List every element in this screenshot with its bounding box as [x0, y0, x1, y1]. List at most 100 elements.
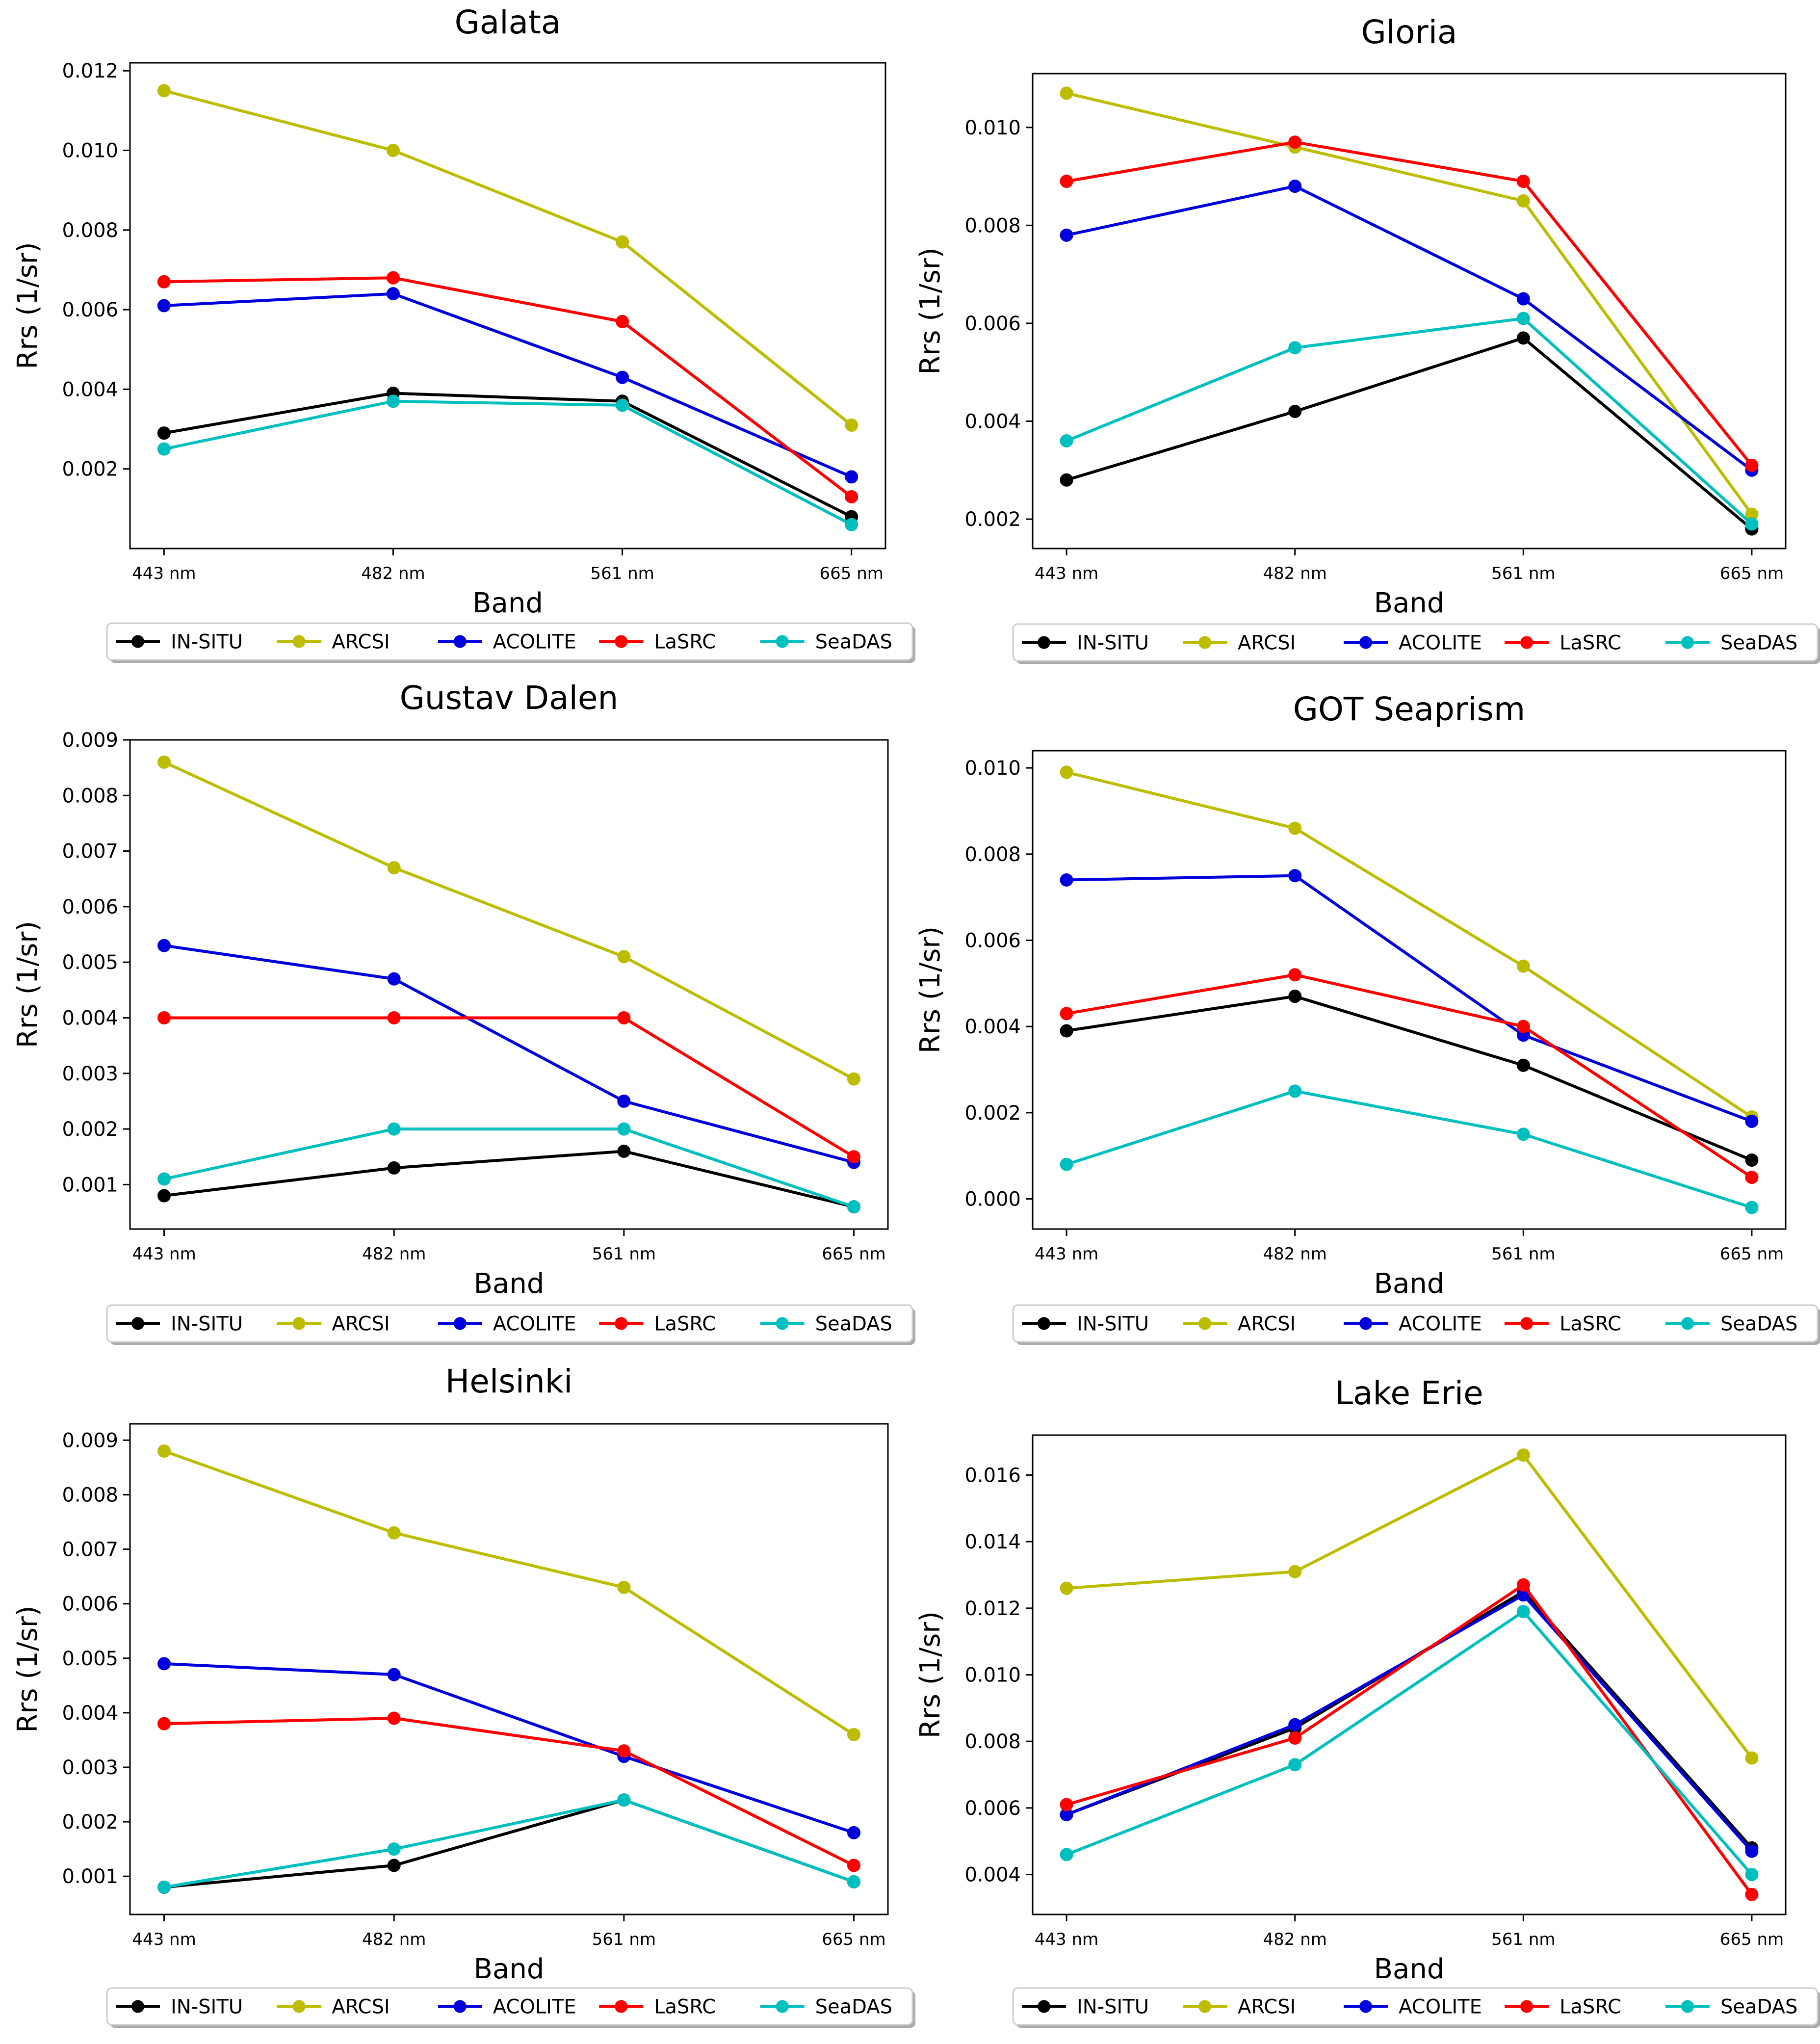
data-point [387, 1859, 401, 1872]
data-point [847, 1859, 860, 1872]
legend-item: ACOLITE [438, 1313, 576, 1336]
data-point [617, 1744, 631, 1758]
series-line [1066, 336, 1753, 530]
legend-label: SeaDAS [1720, 632, 1797, 655]
series-lasrc [157, 1711, 860, 1872]
data-point [1745, 1887, 1759, 1901]
x-tick-label: 561 nm [1491, 1930, 1555, 1949]
data-point [845, 518, 858, 531]
y-tick-label: 0.005 [62, 1648, 118, 1670]
data-point [1060, 1581, 1073, 1595]
legend-label: ARCSI [1238, 1996, 1296, 2018]
legend-marker [1681, 2000, 1694, 2013]
data-point [157, 1011, 171, 1024]
x-tick-label: 443 nm [132, 1930, 196, 1949]
data-point [1288, 1758, 1302, 1772]
y-tick-label: 0.008 [62, 219, 118, 242]
y-tick-label: 0.006 [62, 299, 118, 321]
series-line [1066, 1583, 1753, 1896]
legend-item: ARCSI [277, 1996, 390, 2018]
data-point [387, 1842, 401, 1856]
legend-label: ARCSI [332, 631, 390, 654]
data-point [157, 299, 171, 313]
x-tick-label: 665 nm [1720, 1930, 1784, 1949]
data-point [387, 1668, 401, 1681]
y-tick-label: 0.009 [62, 729, 118, 752]
x-tick-label: 443 nm [132, 1244, 196, 1264]
legend: IN-SITU ARCSI ACOLITE LaSRC SeaDAS [106, 622, 915, 663]
data-point [157, 1172, 171, 1186]
y-tick-label: 0.014 [964, 1531, 1021, 1553]
legend-marker [1520, 2000, 1533, 2013]
legend-item: SeaDAS [760, 631, 892, 654]
series-line [163, 399, 853, 526]
data-point [387, 861, 401, 875]
legend-label: ACOLITE [493, 631, 576, 654]
y-tick-label: 0.008 [964, 843, 1021, 866]
legend-item: LaSRC [1505, 632, 1621, 655]
series-line [1066, 184, 1753, 472]
series-seadas [1060, 312, 1759, 531]
legend: IN-SITU ARCSI ACOLITE LaSRC SeaDAS [1012, 1304, 1820, 1345]
series-seadas [157, 394, 858, 531]
data-point [617, 1793, 631, 1807]
y-tick-label: 0.010 [964, 757, 1021, 780]
legend: IN-SITU ARCSI ACOLITE LaSRC SeaDAS [106, 1987, 915, 2028]
series-seadas [157, 1122, 860, 1214]
legend-label: IN-SITU [1077, 1313, 1149, 1336]
y-tick-label: 0.001 [62, 1174, 118, 1196]
legend-marker [615, 635, 628, 648]
y-tick-label: 0.008 [62, 1484, 118, 1506]
legend: IN-SITU ARCSI ACOLITE LaSRC SeaDAS [1012, 1987, 1820, 2028]
series-acolite [1060, 869, 1759, 1128]
legend-item: LaSRC [599, 631, 716, 654]
y-tick-label: 0.008 [62, 785, 118, 807]
series-line [1066, 874, 1752, 1123]
plot-frame [1032, 750, 1787, 1230]
legend-marker [1681, 1317, 1694, 1330]
legend-box [106, 1304, 913, 1343]
legend-label: IN-SITU [171, 631, 243, 654]
y-tick-label: 0.004 [62, 1007, 118, 1029]
legend-box [1012, 623, 1819, 662]
chart-panel-3: GOT Seaprism 0.000 0.002 0.004 0.006 0.008 0.0… [914, 690, 1820, 1345]
data-point [1060, 434, 1073, 447]
legend-item: ACOLITE [438, 1996, 576, 2018]
data-point [157, 275, 171, 288]
data-point [1516, 1605, 1530, 1619]
y-tick-label: 0.006 [964, 929, 1021, 952]
data-point [1745, 1201, 1759, 1214]
data-point [1060, 1007, 1073, 1021]
series-line [1066, 1610, 1753, 1876]
data-point [1060, 228, 1073, 242]
legend-marker [776, 2000, 789, 2013]
data-point [616, 235, 629, 249]
data-point [1288, 990, 1302, 1003]
legend-label: ARCSI [332, 1996, 390, 2018]
data-point [1060, 1024, 1073, 1038]
data-point [1060, 1157, 1073, 1171]
data-point [847, 1150, 860, 1164]
data-point [1060, 1798, 1073, 1811]
data-point [1516, 1448, 1530, 1462]
legend-label: LaSRC [1560, 632, 1621, 655]
legend-label: ACOLITE [493, 1996, 576, 2018]
data-point [617, 1011, 631, 1024]
legend-label: LaSRC [654, 1313, 716, 1336]
x-tick-label: 443 nm [1035, 564, 1098, 583]
series-line [164, 1662, 855, 1834]
data-point [157, 939, 171, 952]
series-line [1066, 770, 1753, 1119]
series-lasrc [157, 1011, 860, 1164]
legend-marker [292, 1317, 306, 1330]
y-tick-label: 0.012 [62, 60, 118, 82]
y-axis-label: Rrs (1/sr) [914, 1611, 946, 1738]
legend-label: ACOLITE [493, 1313, 576, 1336]
data-point [616, 314, 629, 328]
legend-label: ARCSI [1238, 1313, 1296, 1336]
chart-panel-0: Galata 0.002 0.004 0.006 0.008 0.010 0.012 443 … [12, 3, 915, 663]
data-point [1745, 1868, 1759, 1882]
data-point [1288, 341, 1302, 355]
data-point [617, 1094, 631, 1108]
data-point [1288, 1718, 1302, 1731]
